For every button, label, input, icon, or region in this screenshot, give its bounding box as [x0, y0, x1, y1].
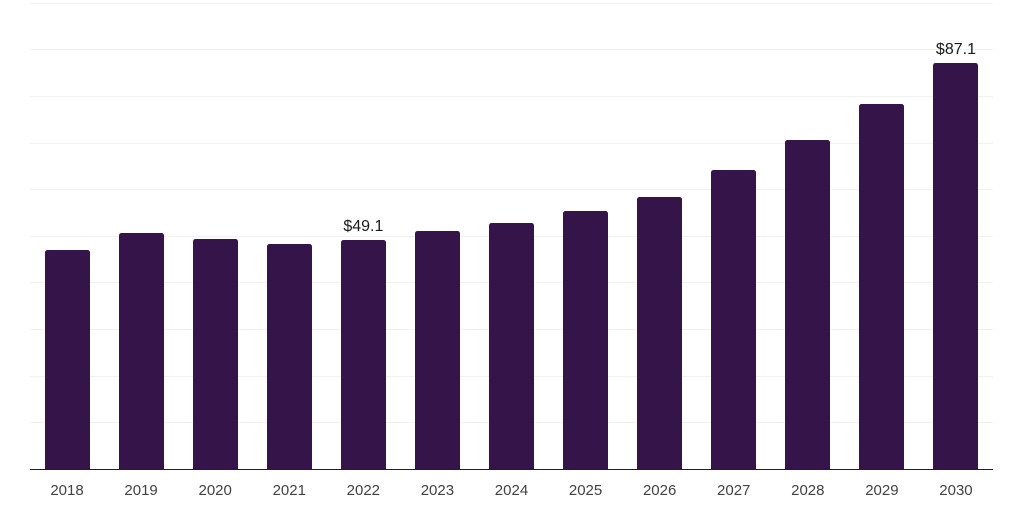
x-tick-label-2027: 2027	[717, 482, 751, 499]
bar-2019	[118, 233, 164, 469]
x-tick-label-2021: 2021	[272, 482, 306, 499]
x-tick-label-2018: 2018	[50, 482, 84, 499]
bar-2025	[563, 211, 609, 469]
bar-2020	[192, 239, 238, 469]
x-tick-label-2030: 2030	[939, 482, 973, 499]
bar-2026	[637, 196, 683, 469]
bar-2029	[859, 103, 905, 469]
gridline-80	[30, 95, 993, 97]
x-tick-label-2019: 2019	[124, 482, 158, 499]
bar-2027	[711, 170, 757, 469]
value-label-2022: $49.1	[343, 217, 384, 235]
bar-2022	[340, 239, 386, 469]
gridline-90	[30, 49, 993, 51]
value-label-2030: $87.1	[935, 40, 976, 58]
x-tick-label-2020: 2020	[198, 482, 232, 499]
x-tick-label-2029: 2029	[865, 482, 899, 499]
bar-2028	[785, 140, 831, 469]
gridline-60	[30, 189, 993, 191]
x-tick-label-2028: 2028	[791, 482, 825, 499]
bar-2023	[414, 230, 460, 469]
bar-2021	[266, 244, 312, 469]
x-tick-label-2022: 2022	[346, 482, 381, 499]
bar-2030	[933, 62, 979, 469]
x-tick-label-2026: 2026	[642, 482, 677, 499]
gridline-100	[30, 2, 993, 4]
x-tick-label-2023: 2023	[420, 482, 455, 499]
bar-2024	[489, 222, 534, 469]
gridline-70	[30, 142, 993, 144]
x-tick-label-2025: 2025	[568, 482, 603, 499]
x-tick-label-2024: 2024	[494, 482, 529, 499]
x-axis-line	[30, 468, 993, 471]
bar-2018	[44, 249, 90, 469]
